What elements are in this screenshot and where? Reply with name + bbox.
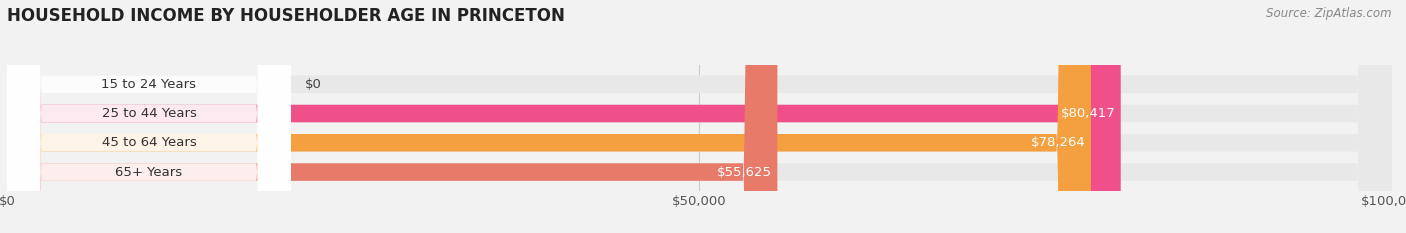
Text: $55,625: $55,625 [717, 165, 772, 178]
Text: $0: $0 [305, 78, 322, 91]
Text: $78,264: $78,264 [1031, 136, 1085, 149]
FancyBboxPatch shape [7, 0, 1091, 233]
FancyBboxPatch shape [7, 0, 1392, 233]
FancyBboxPatch shape [7, 0, 291, 233]
FancyBboxPatch shape [7, 0, 1392, 233]
Text: 15 to 24 Years: 15 to 24 Years [101, 78, 197, 91]
Text: 65+ Years: 65+ Years [115, 165, 183, 178]
FancyBboxPatch shape [7, 0, 291, 233]
Text: $80,417: $80,417 [1060, 107, 1115, 120]
Text: 45 to 64 Years: 45 to 64 Years [101, 136, 197, 149]
FancyBboxPatch shape [7, 0, 1392, 233]
FancyBboxPatch shape [7, 0, 291, 233]
Text: 25 to 44 Years: 25 to 44 Years [101, 107, 197, 120]
FancyBboxPatch shape [7, 0, 778, 233]
Text: HOUSEHOLD INCOME BY HOUSEHOLDER AGE IN PRINCETON: HOUSEHOLD INCOME BY HOUSEHOLDER AGE IN P… [7, 7, 565, 25]
Text: Source: ZipAtlas.com: Source: ZipAtlas.com [1267, 7, 1392, 20]
FancyBboxPatch shape [7, 0, 1121, 233]
FancyBboxPatch shape [7, 0, 1392, 233]
FancyBboxPatch shape [7, 0, 291, 233]
